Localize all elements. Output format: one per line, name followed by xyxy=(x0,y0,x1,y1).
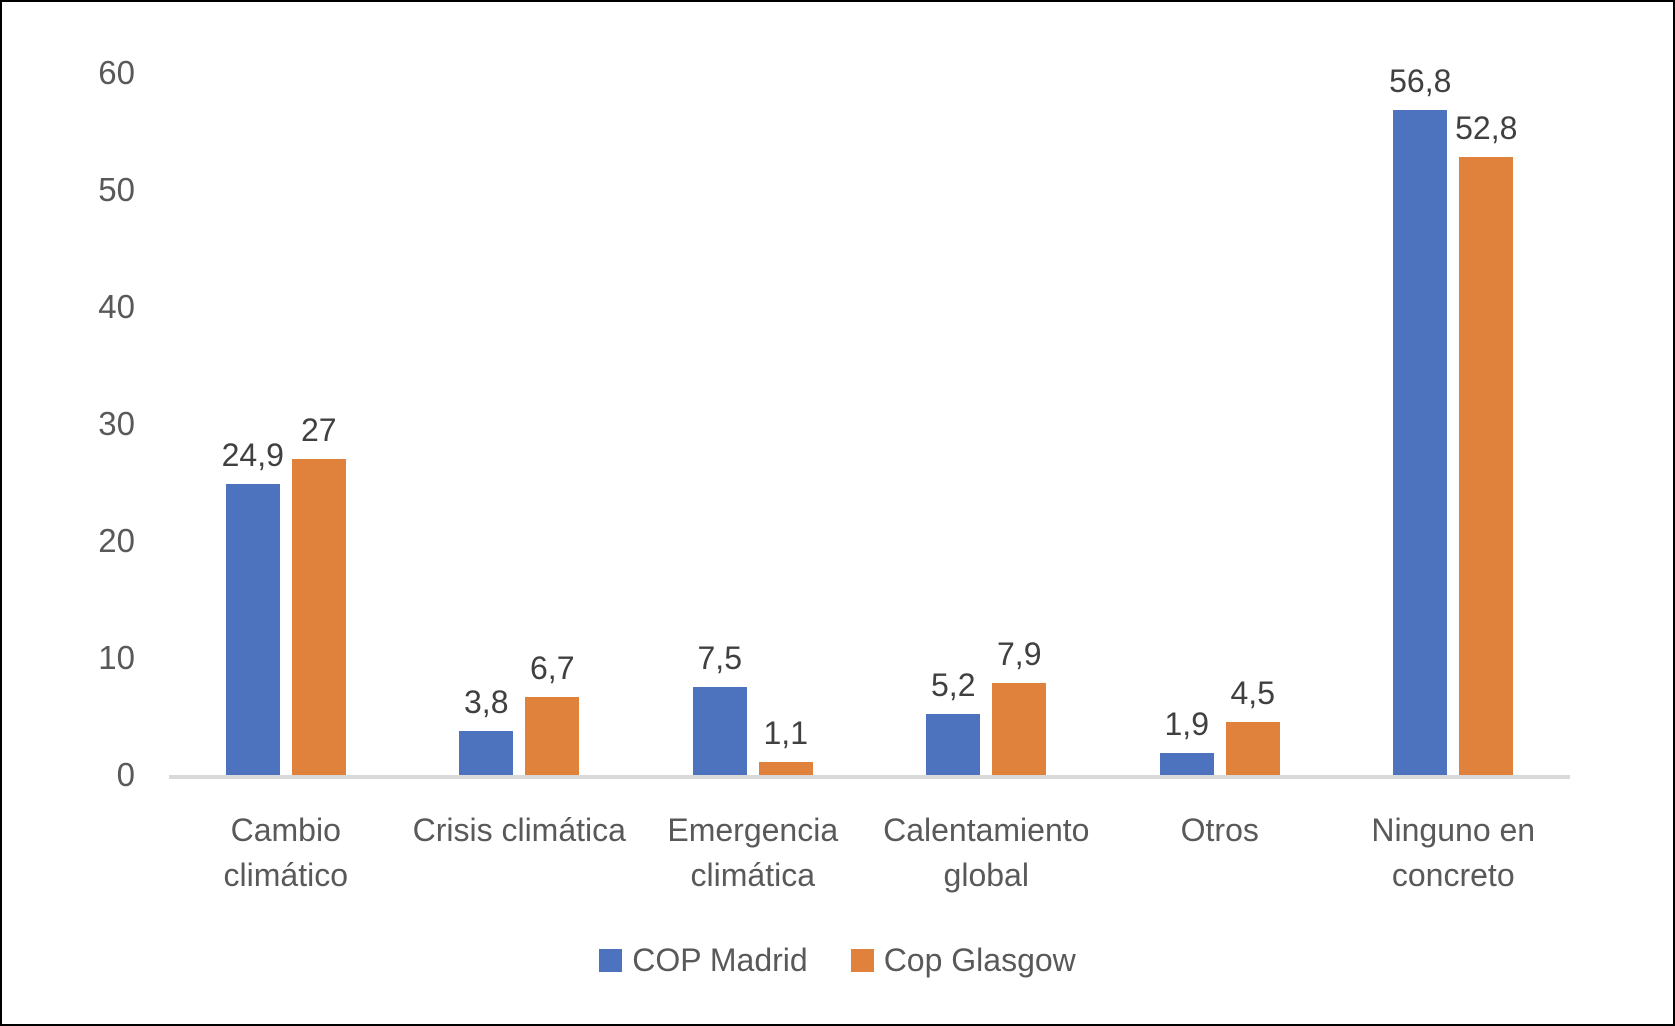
bar-cop-madrid-cambio-clim-tico xyxy=(225,483,280,775)
bar-cop-glasgow-emergencia-clim-tica xyxy=(758,762,813,775)
bar-cop-glasgow-cambio-clim-tico xyxy=(291,459,346,775)
legend-label: COP Madrid xyxy=(632,942,808,978)
category-label-line: Otros xyxy=(1180,812,1259,848)
legend-swatch-icon xyxy=(599,948,623,972)
category-label-line: Crisis climática xyxy=(412,812,626,848)
bar-cop-madrid-emergencia-clim-tica xyxy=(692,687,747,775)
legend-swatch-icon xyxy=(850,948,874,972)
bar-cop-glasgow-ninguno-en-concreto xyxy=(1459,157,1514,775)
bar-cop-glasgow-calentamiento-global xyxy=(992,682,1047,775)
bar-cop-madrid-calentamiento-global xyxy=(926,714,981,775)
data-label-cop-madrid-ninguno-en-concreto: 56,8 xyxy=(1389,63,1452,100)
bar-cop-madrid-otros xyxy=(1159,752,1214,775)
data-label-cop-glasgow-crisis-clim-tica: 6,7 xyxy=(530,649,575,686)
category-label-calentamiento-global: Calentamiento global xyxy=(846,808,1126,898)
category-label-line: Ninguno en xyxy=(1371,812,1536,848)
category-label-cambio-clim-tico: Cambio climático xyxy=(146,808,426,898)
category-label-line: climática xyxy=(690,857,815,893)
legend-item-cop-glasgow: Cop Glasgow xyxy=(850,942,1076,978)
legend-item-cop-madrid: COP Madrid xyxy=(599,942,808,978)
category-label-line: Emergencia xyxy=(667,812,839,848)
category-label-line: Cambio xyxy=(230,812,341,848)
category-label-crisis-clim-tica: Crisis climática xyxy=(379,808,659,853)
y-tick-label-10: 10 xyxy=(98,639,135,676)
bar-cop-glasgow-otros xyxy=(1225,722,1280,775)
data-label-cop-madrid-crisis-clim-tica: 3,8 xyxy=(464,683,509,720)
x-axis-line xyxy=(169,775,1570,779)
category-label-line: concreto xyxy=(1391,857,1515,893)
y-tick-label-50: 50 xyxy=(98,171,135,208)
category-label-line: global xyxy=(943,857,1029,893)
y-tick-label-20: 20 xyxy=(98,522,135,559)
data-label-cop-glasgow-cambio-clim-tico: 27 xyxy=(300,412,337,449)
bar-cop-madrid-ninguno-en-concreto xyxy=(1393,110,1448,775)
y-tick-label-0: 0 xyxy=(116,756,135,793)
legend-label: Cop Glasgow xyxy=(883,942,1076,978)
y-tick-label-60: 60 xyxy=(98,54,135,91)
data-label-cop-glasgow-otros: 4,5 xyxy=(1230,675,1275,712)
bar-cop-madrid-crisis-clim-tica xyxy=(459,730,514,775)
data-label-cop-glasgow-ninguno-en-concreto: 52,8 xyxy=(1455,110,1518,147)
category-label-line: Calentamiento xyxy=(883,812,1090,848)
bar-cop-glasgow-crisis-clim-tica xyxy=(525,696,580,775)
category-label-ninguno-en-concreto: Ninguno en concreto xyxy=(1313,808,1593,898)
y-tick-label-40: 40 xyxy=(98,288,135,325)
data-label-cop-glasgow-emergencia-clim-tica: 1,1 xyxy=(763,715,808,752)
data-label-cop-madrid-calentamiento-global: 5,2 xyxy=(931,667,976,704)
data-label-cop-madrid-emergencia-clim-tica: 7,5 xyxy=(697,640,742,677)
category-label-line: climático xyxy=(223,857,348,893)
data-label-cop-madrid-otros: 1,9 xyxy=(1164,705,1209,742)
legend: COP Madrid Cop Glasgow xyxy=(2,942,1673,978)
category-label-otros: Otros xyxy=(1080,808,1360,853)
data-label-cop-glasgow-calentamiento-global: 7,9 xyxy=(997,635,1042,672)
y-tick-label-30: 30 xyxy=(98,405,135,442)
data-label-cop-madrid-cambio-clim-tico: 24,9 xyxy=(221,436,284,473)
category-label-emergencia-clim-tica: Emergencia climática xyxy=(613,808,893,898)
